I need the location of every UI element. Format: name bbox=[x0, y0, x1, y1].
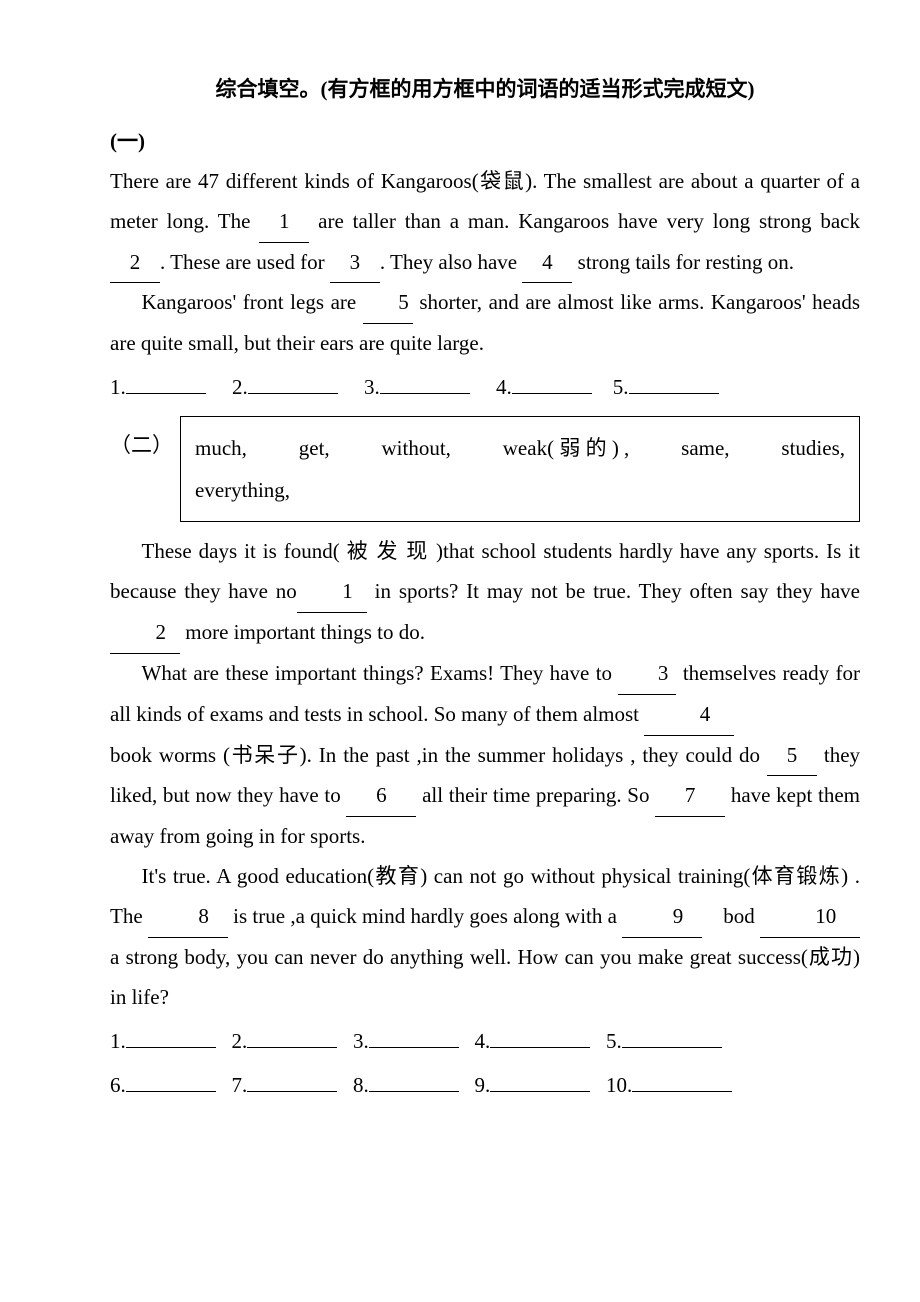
answer-blank[interactable] bbox=[247, 1047, 337, 1048]
answer-blank-5[interactable] bbox=[629, 393, 719, 394]
text: book worms (书呆子). In the past ,in the su… bbox=[110, 743, 767, 767]
word-item: much, bbox=[195, 427, 247, 469]
text: all their time preparing. So bbox=[416, 783, 655, 807]
answer-label: 6. bbox=[110, 1066, 126, 1106]
blank-s2-6[interactable]: 6 bbox=[346, 776, 416, 817]
text: Kangaroos' front legs are bbox=[142, 290, 363, 314]
section-one-paragraph-2: Kangaroos' front legs are 5 shorter, and… bbox=[110, 283, 860, 364]
text: is true ,a quick mind hardly goes along … bbox=[228, 904, 622, 928]
blank-2[interactable]: 2 bbox=[110, 243, 160, 284]
text: a strong body, you can never do anything… bbox=[110, 945, 860, 1009]
answer-blank[interactable] bbox=[632, 1091, 732, 1092]
answer-label-4: 4. bbox=[496, 368, 512, 408]
section-one-answers: 1. 2. 3. 4. 5. bbox=[110, 368, 860, 408]
blank-s2-1[interactable]: 1 bbox=[297, 572, 367, 613]
blank-s2-8[interactable]: 8 bbox=[148, 897, 228, 938]
section-two-paragraph-1: These days it is found( 被 发 现 )that scho… bbox=[110, 532, 860, 654]
word-box: much, get, without, weak( 弱 的 ) , same, … bbox=[180, 416, 860, 522]
word-item: weak( 弱 的 ) , bbox=[503, 427, 630, 469]
answer-label: 7. bbox=[232, 1066, 248, 1106]
text: in sports? It may not be true. They ofte… bbox=[367, 579, 860, 603]
blank-s2-5[interactable]: 5 bbox=[767, 736, 817, 777]
section-two-paragraph-4: It's true. A good education(教育) can not … bbox=[110, 857, 860, 1018]
word-item: get, bbox=[299, 427, 330, 469]
section-two-paragraph-2: What are these important things? Exams! … bbox=[110, 654, 860, 736]
answer-blank[interactable] bbox=[622, 1047, 722, 1048]
answer-blank[interactable] bbox=[490, 1047, 590, 1048]
answer-blank[interactable] bbox=[369, 1091, 459, 1092]
blank-s2-3[interactable]: 3 bbox=[618, 654, 676, 695]
blank-s2-7[interactable]: 7 bbox=[655, 776, 725, 817]
blank-3[interactable]: 3 bbox=[330, 243, 380, 284]
word-item: everything, bbox=[195, 469, 845, 511]
answer-label: 9. bbox=[475, 1066, 491, 1106]
text: What are these important things? Exams! … bbox=[142, 661, 619, 685]
answer-blank[interactable] bbox=[490, 1091, 590, 1092]
section-two-answers-row2: 6. 7. 8. 9. 10. bbox=[110, 1066, 860, 1106]
text: strong tails for resting on. bbox=[572, 250, 794, 274]
section-two-answers-row1: 1. 2. 3. 4. 5. bbox=[110, 1022, 860, 1062]
section-two-label: （二） bbox=[110, 416, 180, 522]
text: bod bbox=[718, 904, 755, 928]
section-one-label: (一) bbox=[110, 122, 860, 162]
answer-blank-4[interactable] bbox=[512, 393, 592, 394]
answer-label-3: 3. bbox=[364, 368, 380, 408]
answer-blank-3[interactable] bbox=[380, 393, 470, 394]
blank-s2-10[interactable]: 10 bbox=[760, 897, 860, 938]
answer-label: 4. bbox=[475, 1022, 491, 1062]
answer-blank[interactable] bbox=[247, 1091, 337, 1092]
answer-blank[interactable] bbox=[369, 1047, 459, 1048]
text: are taller than a man. Kangaroos have ve… bbox=[309, 209, 860, 233]
blank-1[interactable]: 1 bbox=[259, 202, 309, 243]
text: . They also have bbox=[380, 250, 523, 274]
blank-4[interactable]: 4 bbox=[522, 243, 572, 284]
word-item: same, bbox=[681, 427, 729, 469]
answer-label: 5. bbox=[606, 1022, 622, 1062]
answer-blank-2[interactable] bbox=[248, 393, 338, 394]
section-two-header-row: （二） much, get, without, weak( 弱 的 ) , sa… bbox=[110, 416, 860, 522]
document-page: 综合填空。(有方框的用方框中的词语的适当形式完成短文) (一) There ar… bbox=[0, 0, 920, 1166]
text: more important things to do. bbox=[180, 620, 425, 644]
page-title: 综合填空。(有方框的用方框中的词语的适当形式完成短文) bbox=[110, 70, 860, 110]
text: . These are used for bbox=[160, 250, 330, 274]
blank-s2-2[interactable]: 2 bbox=[110, 613, 180, 654]
answer-label-5: 5. bbox=[613, 368, 629, 408]
word-item: studies, bbox=[781, 427, 845, 469]
answer-label: 10. bbox=[606, 1066, 632, 1106]
blank-s2-9[interactable]: 9 bbox=[622, 897, 702, 938]
answer-label: 2. bbox=[232, 1022, 248, 1062]
section-two-paragraph-3: book worms (书呆子). In the past ,in the su… bbox=[110, 736, 860, 858]
word-item: without, bbox=[382, 427, 451, 469]
answer-blank[interactable] bbox=[126, 1091, 216, 1092]
answer-label-1: 1. bbox=[110, 368, 126, 408]
section-one-paragraph-1: There are 47 different kinds of Kangaroo… bbox=[110, 162, 860, 284]
answer-label: 3. bbox=[353, 1022, 369, 1062]
answer-label: 8. bbox=[353, 1066, 369, 1106]
answer-blank-1[interactable] bbox=[126, 393, 206, 394]
answer-blank[interactable] bbox=[126, 1047, 216, 1048]
blank-5[interactable]: 5 bbox=[363, 283, 413, 324]
answer-label: 1. bbox=[110, 1022, 126, 1062]
blank-s2-4[interactable]: 4 bbox=[644, 695, 734, 736]
answer-label-2: 2. bbox=[232, 368, 248, 408]
